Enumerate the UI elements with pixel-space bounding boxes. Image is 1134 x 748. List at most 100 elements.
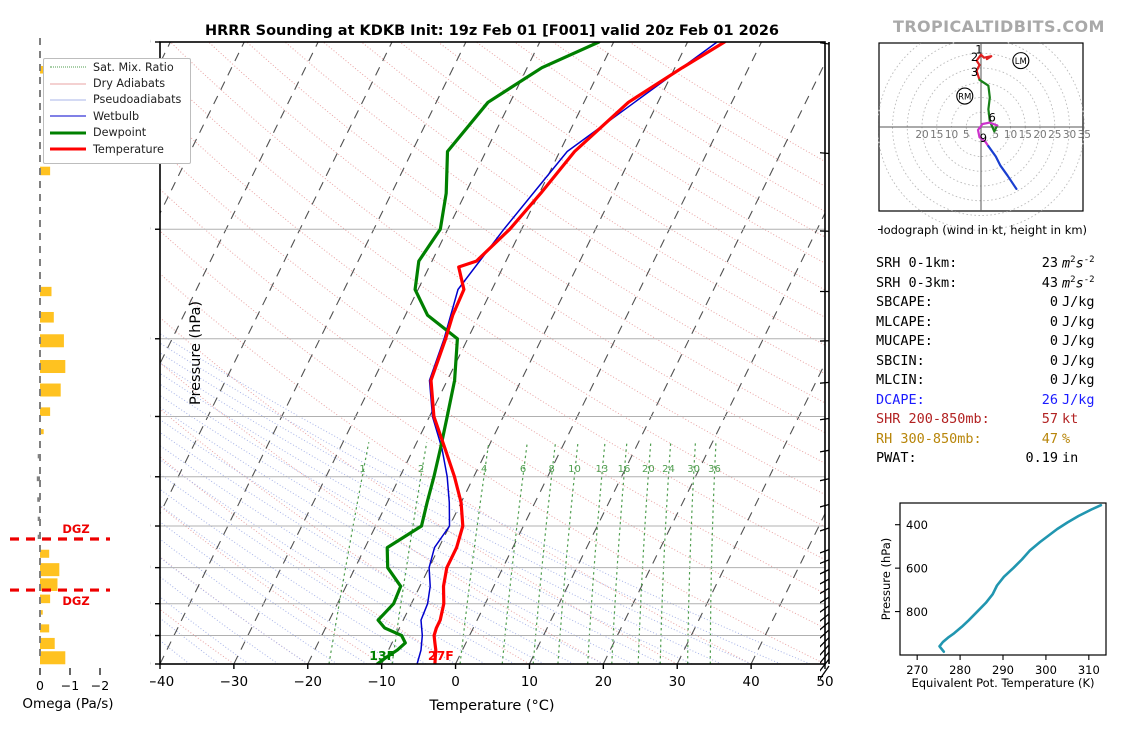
- thetae-ytick-label: 800: [906, 605, 928, 619]
- legend-swatch: [50, 144, 86, 154]
- dry-adiabat-line: [160, 188, 825, 629]
- omega-bar: [40, 624, 50, 633]
- mixing-ratio-label: 10: [568, 464, 581, 475]
- wind-barb: [820, 587, 830, 595]
- omega-bar: [40, 563, 60, 577]
- wind-barb: [820, 621, 830, 631]
- legend-label: Dewpoint: [93, 126, 147, 140]
- stat-unit: J/kg: [1062, 372, 1095, 388]
- wind-barb: [820, 605, 830, 613]
- isotherm-line: [307, 42, 615, 664]
- thetae-ytick-label: 600: [906, 562, 928, 576]
- hodograph-height-label: 9: [980, 131, 987, 145]
- stat-value: 0: [1049, 333, 1058, 349]
- hodograph-trace: [987, 145, 1018, 190]
- legend-label: Wetbulb: [93, 109, 140, 123]
- mixing-ratio-label: 36: [708, 464, 721, 475]
- wind-barb: [820, 658, 830, 672]
- hodograph-ring-label: 25: [1048, 129, 1061, 141]
- sat-mixing-ratio-line: [687, 442, 696, 664]
- omega-tick-label: 0: [36, 678, 44, 693]
- hodograph-ring-label: 30: [1063, 129, 1076, 141]
- stat-row: SRH 0-1km: 23 m2s-2: [876, 255, 1126, 275]
- dgz-label: DGZ: [62, 522, 89, 536]
- legend-swatch: [50, 128, 86, 138]
- pseudoadiabat-line: [160, 473, 456, 664]
- xaxis-tick-label: −30: [220, 674, 249, 690]
- sat-mixing-ratio-line: [611, 442, 628, 664]
- mixing-ratio-label: 1: [359, 464, 365, 475]
- mixing-ratio-label: 20: [642, 464, 655, 475]
- mixing-ratio-label: 24: [662, 464, 675, 475]
- stat-value: 0: [1049, 372, 1058, 388]
- legend-item: Pseudoadiabats: [44, 92, 190, 108]
- wind-barb: [820, 230, 830, 232]
- legend-item: Wetbulb: [44, 108, 190, 124]
- wind-barb: [820, 478, 830, 482]
- pseudoadiabat-line: [160, 596, 249, 664]
- wind-barb: [820, 596, 830, 604]
- dry-adiabat-line: [514, 42, 825, 238]
- wind-barb: [820, 651, 830, 664]
- yaxis-tick-label: 800: [150, 597, 151, 612]
- mixing-ratio-label: 30: [687, 464, 700, 475]
- dry-adiabat-line: [590, 42, 825, 187]
- stat-unit: J/kg: [1062, 313, 1095, 330]
- thetae-xtick-label: 300: [1035, 663, 1057, 677]
- isotherm-line: [160, 42, 245, 215]
- omega-bar: [37, 534, 41, 540]
- dgz-label: DGZ: [62, 594, 89, 608]
- stat-unit: J/kg: [1062, 352, 1095, 369]
- omega-bar: [40, 594, 51, 604]
- pseudoadiabat-line: [160, 372, 693, 664]
- storm-motion-marker: LM: [1012, 52, 1030, 70]
- stat-unit: m2s-2: [1062, 274, 1095, 292]
- stat-value: 43: [1041, 274, 1058, 291]
- dewpoint-profile-line: [375, 42, 601, 664]
- wind-barb-column: [820, 42, 830, 680]
- yaxis-tick-label: 200: [150, 223, 151, 238]
- svg-text:LM: LM: [1015, 57, 1027, 67]
- thetae-ylabel: Pressure (hPa): [879, 538, 893, 621]
- omega-bar: [37, 516, 41, 521]
- omega-xlabel: Omega (Pa/s): [22, 696, 113, 712]
- hodograph-height-label: 1: [975, 43, 982, 57]
- dry-adiabat-line: [160, 230, 825, 664]
- sat-mixing-ratio-line: [659, 442, 672, 664]
- xaxis-label: Temperature (°C): [428, 698, 554, 714]
- pseudoadiabat-line: [160, 538, 338, 664]
- svg-text:RM: RM: [958, 93, 971, 103]
- stat-row: SHR 200-850mb: 57 kt: [876, 411, 1126, 431]
- stat-row: MLCAPE: 0 J/kg: [876, 314, 1126, 334]
- stat-unit: in: [1062, 450, 1079, 466]
- omega-bar: [40, 166, 51, 176]
- legend-label: Pseudoadiabats: [93, 93, 182, 107]
- xaxis-tick-label: 10: [521, 674, 538, 690]
- omega-bar: [40, 383, 61, 397]
- thetae-profile-line: [938, 503, 1103, 653]
- stat-label: RH 300-850mb:: [876, 430, 982, 447]
- yaxis-label: Pressure (hPa): [188, 301, 204, 405]
- dry-adiabat-line: [552, 42, 825, 212]
- sat-mixing-ratio-line: [587, 442, 606, 664]
- legend-label: Temperature: [93, 142, 164, 156]
- stat-label: SRH 0-3km:: [876, 274, 958, 291]
- omega-bar: [36, 476, 40, 482]
- mixing-ratio-label: 2: [418, 464, 424, 475]
- dry-adiabat-line: [322, 42, 825, 375]
- xaxis-tick-label: −20: [294, 674, 323, 690]
- hodograph-ring: [878, 42, 1085, 231]
- stat-label: MLCIN:: [876, 372, 925, 388]
- legend-swatch: [50, 111, 86, 121]
- storm-motion-marker: RM: [956, 87, 974, 105]
- dry-adiabat-line: [160, 69, 825, 528]
- xaxis-tick-label: 30: [669, 674, 686, 690]
- stat-label: SBCIN:: [876, 352, 925, 369]
- pseudoadiabat-line: [160, 362, 722, 664]
- hodograph-trace: [978, 78, 999, 133]
- dry-adiabat-line: [437, 42, 825, 291]
- stat-label: DCAPE:: [876, 391, 925, 408]
- stat-value: 26: [1041, 391, 1058, 408]
- hodograph-height-label: 6: [989, 111, 996, 125]
- brand-watermark: TROPICALTIDBITS.COM: [893, 17, 1105, 36]
